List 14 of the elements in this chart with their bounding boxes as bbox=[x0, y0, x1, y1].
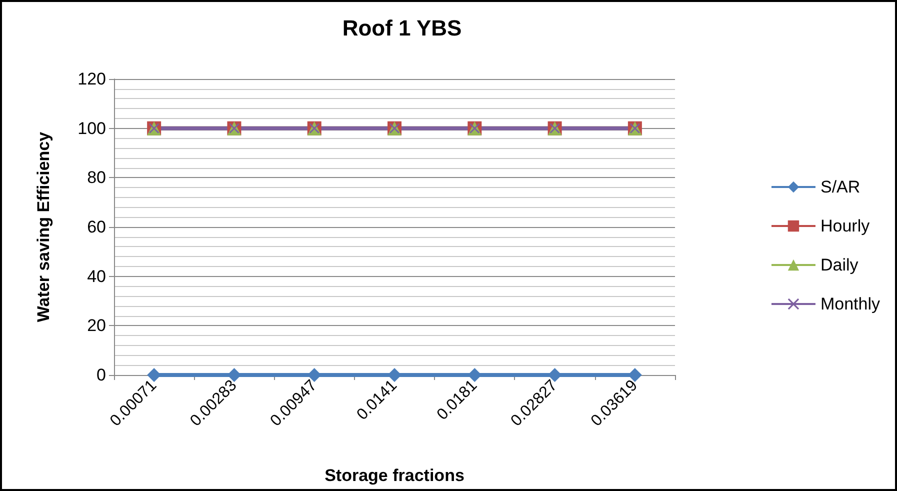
chart-title: Roof 1 YBS bbox=[342, 16, 462, 40]
y-tick-label: 120 bbox=[78, 70, 106, 88]
legend-label: Hourly bbox=[820, 216, 870, 236]
y-tick-label: 80 bbox=[87, 168, 106, 188]
legend-label: Daily bbox=[820, 256, 859, 274]
y-axis-title: Water saving Efficiency bbox=[34, 131, 53, 322]
y-tick-label: 100 bbox=[78, 118, 106, 138]
y-tick-label: 20 bbox=[87, 316, 106, 336]
legend-label: Monthly bbox=[820, 294, 880, 314]
y-tick-label: 0 bbox=[96, 366, 106, 384]
x-axis-title: Storage fractions bbox=[324, 466, 464, 485]
legend-label: S/AR bbox=[820, 178, 860, 196]
y-tick-label: 60 bbox=[87, 218, 106, 236]
y-tick-label: 40 bbox=[87, 266, 106, 286]
